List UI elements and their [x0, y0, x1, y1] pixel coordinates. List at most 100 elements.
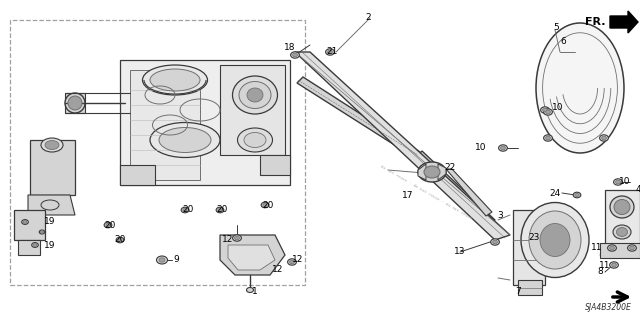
Ellipse shape [118, 238, 122, 241]
Ellipse shape [616, 180, 620, 184]
Ellipse shape [491, 239, 499, 245]
Ellipse shape [521, 203, 589, 278]
Ellipse shape [575, 193, 579, 197]
Text: 19: 19 [44, 241, 56, 249]
Text: 21: 21 [326, 48, 338, 56]
Ellipse shape [424, 166, 440, 178]
Ellipse shape [218, 208, 222, 211]
Text: 1: 1 [252, 287, 258, 296]
Ellipse shape [287, 259, 296, 265]
Ellipse shape [237, 128, 273, 152]
Ellipse shape [543, 108, 547, 112]
Text: 11: 11 [599, 261, 611, 270]
Ellipse shape [545, 110, 550, 114]
Ellipse shape [33, 244, 36, 246]
Polygon shape [610, 11, 638, 33]
Ellipse shape [418, 162, 446, 182]
Ellipse shape [326, 49, 334, 55]
Text: 12: 12 [222, 235, 234, 244]
Ellipse shape [614, 179, 622, 185]
Ellipse shape [614, 199, 630, 214]
Ellipse shape [613, 225, 631, 239]
Text: 8: 8 [597, 268, 603, 277]
Ellipse shape [246, 287, 253, 293]
Ellipse shape [45, 140, 59, 150]
Ellipse shape [616, 227, 627, 236]
Ellipse shape [143, 65, 207, 95]
Polygon shape [120, 165, 155, 185]
Polygon shape [28, 195, 75, 215]
Polygon shape [297, 77, 420, 158]
Ellipse shape [540, 224, 570, 256]
Text: 2: 2 [365, 13, 371, 23]
Ellipse shape [493, 240, 497, 244]
Text: 12: 12 [292, 256, 304, 264]
Text: 22: 22 [444, 164, 456, 173]
Text: 11: 11 [591, 243, 603, 253]
Text: 10: 10 [552, 103, 564, 113]
Ellipse shape [263, 204, 267, 207]
Polygon shape [220, 65, 285, 155]
Ellipse shape [65, 93, 85, 113]
Text: 20: 20 [262, 201, 274, 210]
Ellipse shape [150, 122, 220, 158]
Ellipse shape [261, 202, 269, 208]
Text: 13: 13 [454, 248, 466, 256]
Ellipse shape [536, 23, 624, 153]
Ellipse shape [150, 69, 200, 91]
Polygon shape [438, 164, 446, 180]
Polygon shape [416, 151, 495, 226]
Ellipse shape [292, 53, 298, 57]
Text: 20: 20 [115, 235, 125, 244]
Text: 19: 19 [44, 218, 56, 226]
Ellipse shape [232, 235, 241, 241]
Ellipse shape [328, 50, 332, 54]
Polygon shape [65, 93, 85, 113]
Ellipse shape [573, 192, 581, 198]
Text: 4: 4 [635, 186, 640, 195]
Ellipse shape [290, 260, 294, 264]
Ellipse shape [157, 256, 168, 264]
Text: 20: 20 [216, 205, 228, 214]
Ellipse shape [630, 246, 634, 250]
Text: 5: 5 [553, 24, 559, 33]
Ellipse shape [216, 207, 224, 213]
Text: 9: 9 [173, 256, 179, 264]
Polygon shape [18, 240, 40, 255]
Ellipse shape [602, 136, 607, 140]
Ellipse shape [529, 211, 581, 269]
Ellipse shape [159, 258, 165, 262]
Text: 12: 12 [272, 265, 284, 275]
Ellipse shape [543, 135, 552, 141]
Text: 18: 18 [284, 43, 296, 53]
Ellipse shape [159, 128, 211, 152]
Polygon shape [600, 243, 640, 258]
Text: 20: 20 [182, 205, 194, 214]
Text: 20: 20 [104, 220, 116, 229]
Ellipse shape [32, 243, 38, 248]
Ellipse shape [628, 245, 636, 251]
Ellipse shape [239, 81, 271, 108]
Ellipse shape [116, 237, 124, 243]
Ellipse shape [235, 236, 239, 240]
Ellipse shape [181, 207, 189, 213]
Ellipse shape [22, 219, 28, 224]
Polygon shape [446, 169, 492, 216]
Ellipse shape [232, 76, 278, 114]
Ellipse shape [104, 222, 112, 228]
Ellipse shape [23, 221, 27, 223]
Ellipse shape [68, 96, 82, 110]
Ellipse shape [183, 208, 187, 211]
Text: 17: 17 [403, 190, 413, 199]
Ellipse shape [610, 262, 618, 268]
Ellipse shape [41, 200, 59, 210]
Text: 6: 6 [560, 38, 566, 47]
Ellipse shape [39, 230, 45, 234]
Polygon shape [605, 190, 640, 245]
Polygon shape [513, 210, 545, 285]
Ellipse shape [291, 52, 300, 58]
Ellipse shape [244, 132, 266, 147]
Ellipse shape [600, 135, 609, 141]
Polygon shape [120, 60, 290, 185]
Text: 10: 10 [476, 144, 487, 152]
